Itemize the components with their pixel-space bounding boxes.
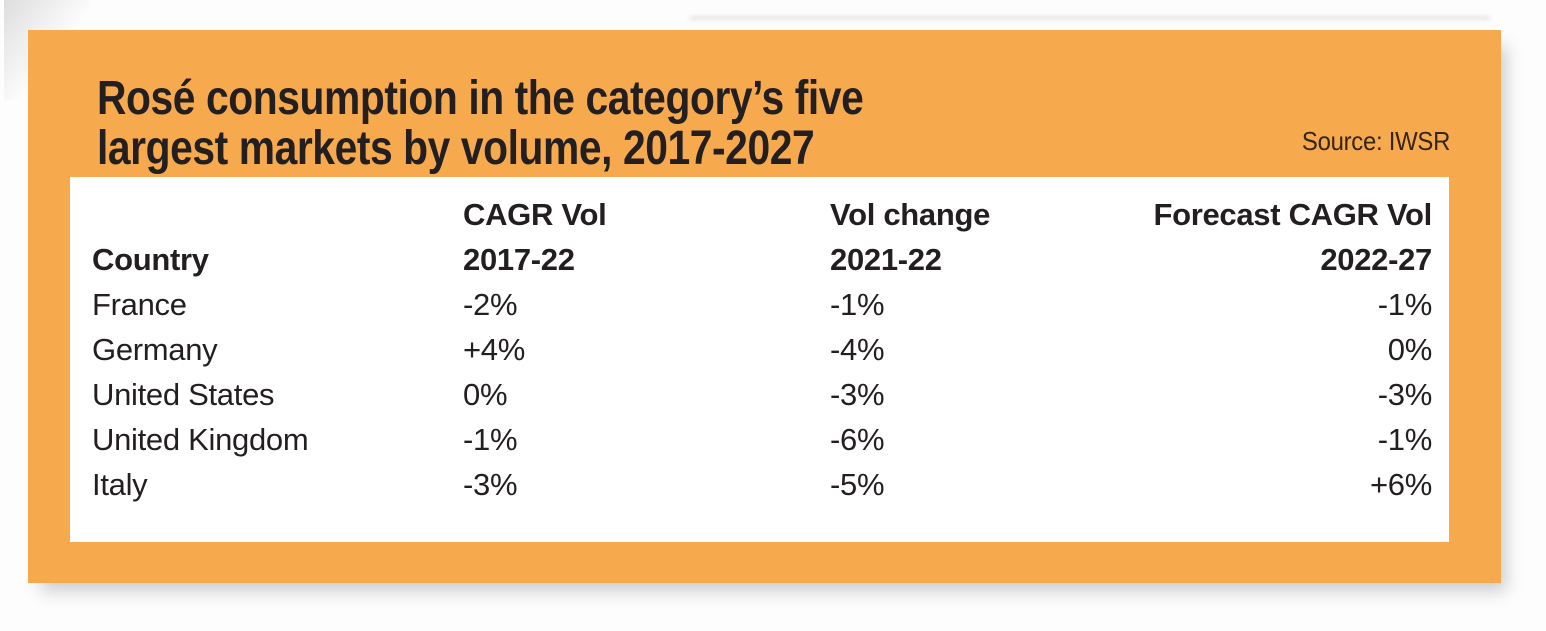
table-header-row-top: CAGR Vol Vol change Forecast CAGR Vol xyxy=(92,192,1432,237)
cell-value: -1% xyxy=(1377,287,1433,322)
source-attribution: Source: IWSR xyxy=(1301,126,1450,156)
table-card: CAGR Vol Vol change Forecast CAGR Vol Coun… xyxy=(70,177,1449,542)
cell-value: 0% xyxy=(1387,332,1433,367)
cell-country: France xyxy=(92,287,187,322)
column-header-top-2: Vol change xyxy=(830,197,991,232)
chart-title-line1: Rosé consumption in the category’s five xyxy=(97,72,864,125)
table-row-united-kingdom: United Kingdom -1% -6% -1% xyxy=(92,417,1432,462)
cell-value: -1% xyxy=(1377,422,1433,457)
table-row-italy: Italy -3% -5% +6% xyxy=(92,462,1432,507)
column-header-top-0 xyxy=(92,192,463,237)
chart-title: Rosé consumption in the category’s five … xyxy=(97,74,1032,174)
column-header-2: 2021-22 xyxy=(830,242,942,277)
cell-country: United States xyxy=(92,377,275,412)
cell-value: +6% xyxy=(1369,467,1432,502)
column-header-top-3: Forecast CAGR Vol xyxy=(1153,197,1432,232)
cell-value: -6% xyxy=(830,422,885,457)
cell-country: Germany xyxy=(92,332,218,367)
cell-value: -5% xyxy=(830,467,885,502)
column-header-top-1: CAGR Vol xyxy=(463,197,607,232)
cell-value: -4% xyxy=(830,332,885,367)
cell-country: Italy xyxy=(92,467,148,502)
table-header-row-bottom: Country 2017-22 2021-22 2022-27 xyxy=(92,237,1432,282)
table-row-germany: Germany +4% -4% 0% xyxy=(92,327,1432,372)
cell-value: -1% xyxy=(463,422,518,457)
column-header-0: Country xyxy=(92,242,209,277)
cell-country: United Kingdom xyxy=(92,422,309,457)
cell-value: -3% xyxy=(830,377,885,412)
chart-title-line2: largest markets by volume, 2017-2027 xyxy=(97,122,815,175)
cell-value: -1% xyxy=(830,287,885,322)
cell-value: 0% xyxy=(463,377,508,412)
cell-value: -3% xyxy=(463,467,518,502)
cell-value: +4% xyxy=(463,332,526,367)
column-header-1: 2017-22 xyxy=(463,242,575,277)
table-body: France -2% -1% -1% Germany +4% -4% 0% United Sta… xyxy=(92,282,1432,507)
table-row-france: France -2% -1% -1% xyxy=(92,282,1432,327)
scan-streak-artifact xyxy=(690,16,1490,20)
cell-value: -3% xyxy=(1377,377,1433,412)
column-header-3: 2022-27 xyxy=(1320,242,1432,277)
orange-panel: Rosé consumption in the category’s five … xyxy=(28,30,1501,583)
table-row-united-states: United States 0% -3% -3% xyxy=(92,372,1432,417)
cell-value: -2% xyxy=(463,287,518,322)
